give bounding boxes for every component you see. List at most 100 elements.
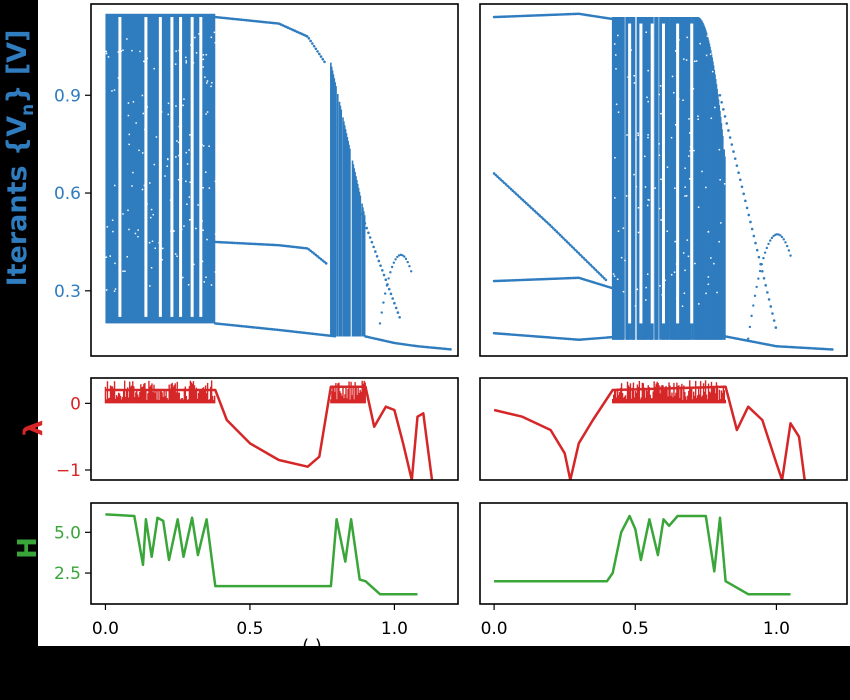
band-speckle [187,284,190,286]
band-speckle [692,88,695,90]
band-speckle [688,132,691,134]
y-tick-label: 0.3 [54,282,81,302]
band-speckle [684,269,686,272]
band-speckle [161,258,163,261]
band-speckle [698,303,700,305]
band-speckle [105,289,108,291]
band-speckle [694,262,696,265]
periodic-window [170,17,174,317]
band-speckle [646,273,649,275]
band-speckle [644,155,646,158]
band-speckle [146,106,149,108]
band-speckle [620,256,623,259]
bifurcation-right-plot-area [492,12,834,351]
band-speckle [190,91,193,94]
band-speckle [616,278,619,281]
band-speckle [195,52,198,54]
band-speckle [615,68,617,70]
band-speckle [150,266,153,269]
band-speckle [185,60,187,62]
band-speckle [213,31,216,34]
band-speckle [613,43,616,45]
band-speckle [144,128,146,131]
band-speckle [690,118,693,120]
lyapunov-right-frame [479,377,848,481]
band-speckle [210,85,212,88]
band-speckle [119,111,122,113]
band-speckle [214,271,217,273]
band-speckle [203,281,206,283]
band-speckle [167,102,170,105]
band-speckle [178,49,180,52]
band-speckle [111,90,113,92]
band-speckle [648,199,650,201]
band-speckle [630,49,632,51]
band-speckle [660,112,662,115]
band-speckle [145,180,147,182]
band-speckle [687,255,690,258]
band-speckle [612,273,615,275]
band-speckle [118,163,120,165]
bifurcation-left-frame [90,3,459,357]
band-speckle [625,195,628,197]
entropy-right-plot-area [494,514,791,596]
band-speckle [109,255,112,257]
band-speckle [185,61,188,64]
band-speckle [149,285,151,287]
band-speckle [214,233,217,235]
band-speckle [659,85,662,87]
band-speckle [188,196,191,198]
band-speckle [126,38,128,40]
periodic-window [628,23,632,324]
band-speckle [678,39,680,41]
band-speckle [720,222,722,224]
band-speckle [184,56,187,59]
entropy-right-frame [479,502,848,605]
band-speckle [645,299,647,301]
band-speckle [178,141,180,144]
band-speckle [206,238,208,241]
y-axis-label-lyapunov: λ [19,420,49,436]
band-speckle [706,35,709,37]
band-speckle [202,54,205,56]
band-speckle [180,228,183,231]
band-speckle [170,230,172,232]
band-speckle [190,44,192,46]
band-speckle [201,260,204,263]
band-speckle [633,74,636,77]
band-speckle [134,232,137,235]
band-speckle [718,148,721,151]
band-speckle [131,49,133,52]
band-speckle [615,54,617,56]
band-speckle [671,75,674,78]
band-speckle [137,235,139,238]
band-speckle [189,181,191,183]
band-speckle [635,185,638,188]
band-speckle [132,171,134,174]
branch-middle [213,240,328,265]
band-speckle [127,114,130,117]
periodic-window [179,17,183,317]
band-speckle [686,239,689,241]
band-speckle [189,134,191,136]
band-speckle [160,161,162,164]
branch-upper [213,15,326,64]
band-speckle [193,263,195,266]
band-speckle [709,53,712,56]
band-speckle [189,219,191,221]
band-speckle [214,41,216,44]
band-speckle [195,227,197,230]
band-speckle [695,60,698,62]
band-speckle [622,227,625,229]
x-tick-label: 0.0 [481,619,508,639]
band-speckle [210,284,213,286]
periodic-window [199,17,203,317]
band-speckle [617,230,620,232]
band-speckle [636,288,639,291]
band-speckle [183,225,185,227]
band-speckle [662,93,665,96]
band-speckle [105,52,108,55]
band-speckle [105,50,107,53]
band-speckle [637,134,640,137]
